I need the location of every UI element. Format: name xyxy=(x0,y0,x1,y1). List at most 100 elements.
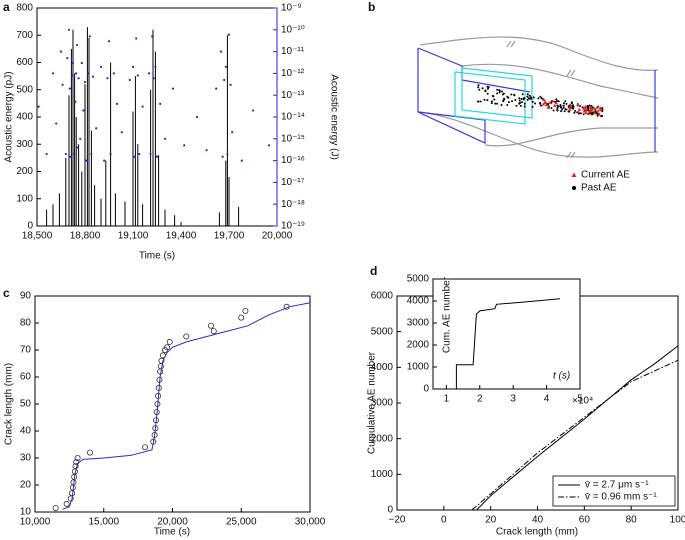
ae-point xyxy=(557,100,560,103)
ae-point xyxy=(530,97,533,100)
y-axis-label: Crack length (mm) xyxy=(4,363,15,445)
y-tick-label: 300 xyxy=(16,139,33,150)
point xyxy=(131,65,135,68)
surface-edge xyxy=(484,127,658,147)
y-tick-label: 0 xyxy=(423,384,429,395)
point xyxy=(128,78,131,82)
ae-point xyxy=(601,107,604,109)
ae-point xyxy=(595,105,599,109)
point xyxy=(135,37,138,40)
ae-point xyxy=(592,106,596,110)
ae-point xyxy=(514,99,517,101)
ae-point xyxy=(555,98,558,101)
ae-point xyxy=(542,98,546,101)
point xyxy=(77,77,80,80)
ae-point xyxy=(477,100,480,103)
x-tick-label: 18,500 xyxy=(22,231,53,242)
ae-point xyxy=(586,104,589,107)
y-tick-label: 100 xyxy=(16,193,33,204)
ae-point xyxy=(590,108,594,111)
ae-point xyxy=(494,102,497,105)
ae-point xyxy=(598,108,602,111)
y-tick-label: 80 xyxy=(20,318,32,329)
point xyxy=(183,144,186,147)
ae-point xyxy=(496,88,499,91)
point xyxy=(138,152,141,156)
point xyxy=(152,417,159,424)
x-tick-label: 0 xyxy=(441,515,447,526)
y2-tick-label: 10⁻¹⁶ xyxy=(281,155,305,166)
ae-point xyxy=(484,89,487,92)
point xyxy=(158,357,165,364)
ae-point xyxy=(528,94,531,97)
ae-point xyxy=(511,100,514,103)
y-tick-label: 600 xyxy=(16,57,33,68)
ae-point xyxy=(523,105,526,108)
ae-point xyxy=(565,102,568,105)
y-tick-label: 60 xyxy=(20,372,32,383)
point xyxy=(149,152,152,156)
point xyxy=(207,322,214,329)
y2-tick-label: 10⁻¹⁴ xyxy=(281,112,305,123)
point xyxy=(141,105,144,108)
ae-point xyxy=(565,108,568,111)
y-tick-label: 0 xyxy=(27,221,33,232)
point xyxy=(195,115,199,119)
y-tick-label: 500 xyxy=(16,84,33,95)
ae-point xyxy=(539,95,542,98)
ae-point xyxy=(556,107,559,109)
point xyxy=(171,87,175,90)
ae-point xyxy=(498,91,501,94)
legend-label: Current AE xyxy=(581,170,630,181)
point xyxy=(120,131,123,134)
x-tick-label: 60 xyxy=(579,515,591,526)
x-axis-label: Time (s) xyxy=(139,251,175,262)
ae-point xyxy=(518,102,521,105)
point xyxy=(75,72,78,75)
x-axis-label: t (s) xyxy=(553,371,570,382)
ae-point xyxy=(502,92,505,95)
ae-point xyxy=(543,100,547,103)
ae-point xyxy=(503,98,506,101)
point xyxy=(88,35,91,38)
ae-point xyxy=(515,104,518,107)
ae-point xyxy=(487,86,490,89)
point xyxy=(163,137,167,140)
ae-point xyxy=(556,100,558,102)
x-tick-label: 15,000 xyxy=(88,517,119,528)
ae-point xyxy=(547,101,551,105)
point xyxy=(72,152,75,156)
ae-point xyxy=(477,86,480,89)
point xyxy=(83,80,87,84)
y-tick-label: 1000 xyxy=(371,469,394,480)
ae-point xyxy=(583,108,587,112)
x-tick-label: 20,000 xyxy=(262,231,293,242)
ae-point xyxy=(589,105,593,109)
point xyxy=(74,100,77,103)
point xyxy=(154,65,157,68)
point xyxy=(67,495,74,502)
ae-point xyxy=(577,110,581,114)
x-tick-label: 19,400 xyxy=(166,231,197,242)
point xyxy=(61,83,64,86)
y-tick-label: 6000 xyxy=(371,291,394,302)
ae-point xyxy=(519,104,522,107)
panel-label: b xyxy=(368,0,375,14)
ae-point xyxy=(579,112,582,115)
x-tick-label: 19,700 xyxy=(214,231,245,242)
point xyxy=(90,152,93,156)
y-tick-label: 20 xyxy=(20,480,32,491)
y-tick-label: 200 xyxy=(16,166,33,177)
point xyxy=(37,105,40,108)
point xyxy=(103,159,106,162)
point xyxy=(159,102,162,105)
point xyxy=(69,155,72,158)
ae-point xyxy=(572,107,575,110)
point xyxy=(267,144,271,147)
legend-box xyxy=(552,475,676,507)
point xyxy=(91,75,95,78)
crack-plane xyxy=(454,67,533,125)
y-tick-label: 1000 xyxy=(407,362,430,373)
point xyxy=(64,152,67,156)
ae-point xyxy=(570,102,573,105)
